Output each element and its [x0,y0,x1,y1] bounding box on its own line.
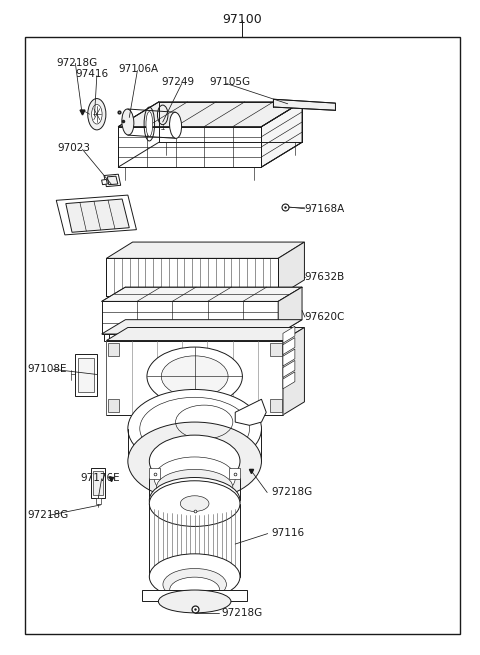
Polygon shape [75,354,97,396]
Polygon shape [108,176,118,185]
Ellipse shape [149,481,240,527]
Polygon shape [271,334,276,341]
Polygon shape [118,126,262,167]
Ellipse shape [161,356,228,397]
Polygon shape [107,341,283,415]
Text: 97105G: 97105G [209,77,250,87]
Ellipse shape [149,554,240,599]
Text: 97249: 97249 [161,77,194,87]
Polygon shape [283,328,304,415]
Ellipse shape [180,496,209,512]
Text: 97108E: 97108E [28,364,67,374]
Polygon shape [104,334,109,341]
Polygon shape [270,400,281,412]
Polygon shape [91,468,106,498]
Polygon shape [104,174,120,187]
Text: 97218G: 97218G [56,58,97,67]
Polygon shape [159,102,302,142]
Text: 97116: 97116 [271,528,304,538]
Polygon shape [102,301,278,334]
Polygon shape [142,590,247,601]
Ellipse shape [128,422,262,500]
Ellipse shape [149,435,240,487]
Polygon shape [274,99,336,110]
Text: 97620C: 97620C [304,312,345,322]
Polygon shape [102,320,302,334]
Polygon shape [229,468,240,479]
Ellipse shape [163,569,227,601]
Polygon shape [102,287,302,301]
Polygon shape [56,195,136,235]
Polygon shape [107,328,304,341]
Text: 97218G: 97218G [28,510,69,519]
Polygon shape [66,199,129,233]
Polygon shape [283,326,295,343]
Polygon shape [270,343,281,356]
Ellipse shape [147,347,242,405]
Ellipse shape [169,112,181,138]
Text: 97632B: 97632B [304,272,345,282]
Polygon shape [108,343,119,356]
Polygon shape [278,242,304,296]
Ellipse shape [158,590,231,613]
Polygon shape [235,400,266,425]
Text: 97106A: 97106A [118,64,158,74]
Polygon shape [283,337,295,354]
Ellipse shape [146,111,153,136]
Text: 97218G: 97218G [221,608,262,618]
Text: 97416: 97416 [75,69,108,79]
Polygon shape [283,360,295,377]
Ellipse shape [122,109,134,135]
Polygon shape [94,471,103,495]
Ellipse shape [88,98,106,130]
Ellipse shape [170,577,219,602]
Polygon shape [107,242,304,258]
Ellipse shape [154,457,235,499]
Text: 97218G: 97218G [271,487,312,497]
Ellipse shape [149,477,240,523]
Polygon shape [78,358,94,392]
Text: 97176E: 97176E [80,472,120,483]
Polygon shape [108,400,119,412]
Text: 97023: 97023 [58,143,91,153]
Ellipse shape [156,470,233,505]
Polygon shape [118,102,302,126]
Polygon shape [102,179,108,185]
Text: 97100: 97100 [223,13,262,26]
Text: 97168A: 97168A [304,204,345,214]
Ellipse shape [92,104,102,124]
Polygon shape [149,468,160,479]
Polygon shape [278,287,302,334]
Polygon shape [107,258,278,296]
Polygon shape [262,102,302,167]
Polygon shape [283,372,295,389]
Polygon shape [96,498,101,504]
Polygon shape [189,506,200,516]
Ellipse shape [128,390,262,468]
Polygon shape [283,349,295,366]
